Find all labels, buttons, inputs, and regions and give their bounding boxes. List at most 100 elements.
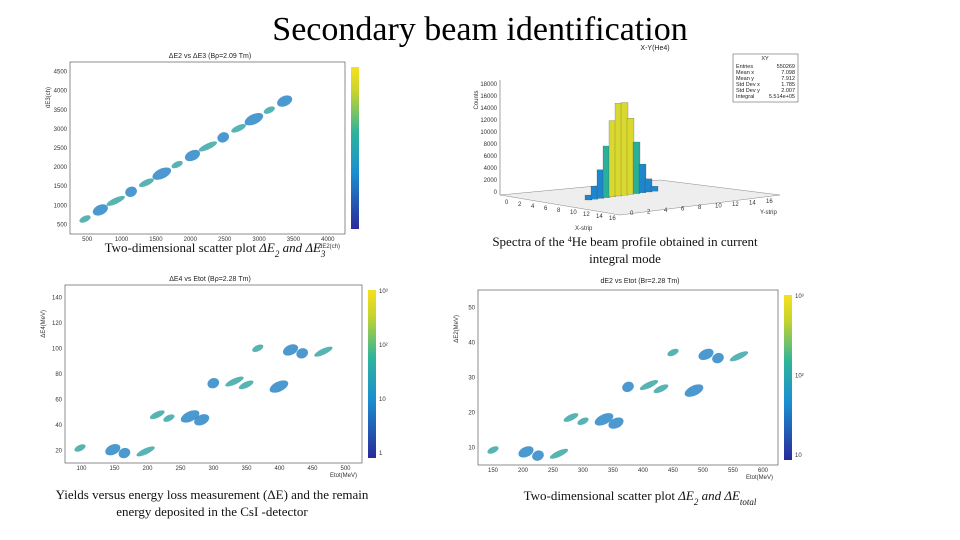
x-tick-label: 500 xyxy=(698,468,709,474)
plot-frame xyxy=(477,289,779,466)
x-tick-label: 100 xyxy=(76,466,87,472)
scatter-blob xyxy=(149,410,165,420)
x-tick-label: 2500 xyxy=(218,237,232,243)
x-axis-label: dE2(ch) xyxy=(319,244,340,250)
y-tick-label: 50 xyxy=(468,306,475,312)
y-tick-label: 3500 xyxy=(54,108,68,114)
scatter-blob xyxy=(622,381,634,393)
scatter-blob xyxy=(608,417,624,429)
lego-bar xyxy=(650,186,659,192)
stat-key: Std Dev y xyxy=(736,88,760,94)
z-tick-label: 2000 xyxy=(484,178,498,184)
x-tick-label: 2000 xyxy=(184,237,198,243)
scatter-blob xyxy=(252,344,264,352)
stat-value: 550269 xyxy=(777,64,795,70)
caption-part: Yields versus energy loss measurement (Δ… xyxy=(56,487,369,502)
lego-bar xyxy=(644,178,653,193)
z-tick-label: 8000 xyxy=(484,142,498,148)
stat-value: 7.912 xyxy=(781,76,795,82)
z-tick-label: 10 xyxy=(795,453,802,459)
x-tick-label: 300 xyxy=(208,466,219,472)
x-tick-label: 14 xyxy=(596,214,603,220)
caption: Yields versus energy loss measurement (Δ… xyxy=(56,487,369,502)
x-tick-label: 0 xyxy=(505,200,509,206)
y-tick-label: 10 xyxy=(468,446,475,452)
x-tick-label: 3500 xyxy=(287,237,301,243)
x-tick-label: 12 xyxy=(583,212,590,218)
caption: Two-dimensional scatter plot ΔE2 and ΔEt… xyxy=(524,488,757,507)
slide-title: Secondary beam identification xyxy=(272,11,687,48)
y-tick-label: 20 xyxy=(468,411,475,417)
x-tick-label: 400 xyxy=(274,466,285,472)
scatter-blob xyxy=(92,204,108,216)
x-tick-label: 550 xyxy=(728,468,739,474)
scatter-blob xyxy=(152,167,172,180)
y-tick-label: 80 xyxy=(55,372,62,378)
caption-part: integral mode xyxy=(589,251,661,266)
x-tick-label: 450 xyxy=(307,466,318,472)
z-tick-label: 14000 xyxy=(480,106,497,112)
stat-key: Integral xyxy=(736,94,754,100)
x-axis-label: X-strip xyxy=(575,226,593,232)
scatter-blob xyxy=(163,414,175,422)
y-tick-label: 16 xyxy=(766,199,773,205)
x-tick-label: 6 xyxy=(544,206,548,212)
z-tick-label: 10² xyxy=(795,374,804,380)
scatter-blob xyxy=(277,95,293,107)
caption-part: 3 xyxy=(320,249,326,259)
y-tick-label: 4500 xyxy=(54,70,68,76)
y-tick-label: 3000 xyxy=(54,127,68,133)
caption-part: 4 xyxy=(568,235,572,244)
scatter-blob xyxy=(563,413,579,422)
y-tick-label: 60 xyxy=(55,397,62,403)
z-tick-label: 10000 xyxy=(480,130,497,136)
plot-title: ΔE2 vs ΔE3 (Bρ=2.09 Tm) xyxy=(169,53,251,60)
x-tick-label: 350 xyxy=(608,468,619,474)
x-tick-label: 16 xyxy=(609,216,616,222)
caption-part: and xyxy=(698,488,724,503)
x-tick-label: 300 xyxy=(578,468,589,474)
stat-value: 7.098 xyxy=(781,70,795,76)
z-tick-label: 10 xyxy=(379,397,386,403)
x-tick-label: 4000 xyxy=(321,237,335,243)
y-tick-label: 0 xyxy=(630,211,634,217)
scatter-blob xyxy=(171,160,183,169)
scatter-blob xyxy=(518,446,534,458)
y-tick-label: 100 xyxy=(52,347,63,353)
caption-part: and xyxy=(279,240,305,255)
stats-box xyxy=(732,53,799,103)
caption-part: Two-dimensional scatter plot xyxy=(105,240,260,255)
x-tick-label: 1000 xyxy=(115,237,129,243)
y-tick-label: 4 xyxy=(664,208,668,214)
scatter-blob xyxy=(194,414,210,426)
z-tick-label: 10³ xyxy=(795,294,804,300)
z-tick-label: 10² xyxy=(379,343,388,349)
y-tick-label: 10 xyxy=(715,204,722,210)
scatter-blob xyxy=(594,413,614,426)
scatter-blob xyxy=(532,450,544,461)
scatter-blob xyxy=(577,417,589,425)
y-tick-label: 2000 xyxy=(54,165,68,171)
scatter-blob xyxy=(198,141,218,152)
y-tick-label: 6 xyxy=(681,207,685,213)
y-tick-label: 14 xyxy=(749,201,756,207)
scatter-blob xyxy=(653,384,669,394)
x-axis-label: Etot(MeV) xyxy=(330,473,357,479)
caption: integral mode xyxy=(589,251,661,266)
scatter-blob xyxy=(225,376,244,387)
scatter-blob xyxy=(105,444,121,456)
x-tick-label: 8 xyxy=(557,208,561,214)
scatter-blob xyxy=(184,149,201,162)
y-axis-label: Y-strip xyxy=(760,210,777,216)
scatter-blob xyxy=(238,380,254,390)
z-tick-label: 1 xyxy=(379,451,383,457)
caption-part: 2 xyxy=(275,249,280,259)
x-tick-label: 400 xyxy=(638,468,649,474)
stat-key: Std Dev x xyxy=(736,82,760,88)
x-axis-label: Etot(MeV) xyxy=(746,475,773,481)
y-axis-label: ΔE2(MeV) xyxy=(454,315,460,343)
y-tick-label: 40 xyxy=(55,423,62,429)
y-axis-label: dE3(ch) xyxy=(46,87,52,108)
x-tick-label: 200 xyxy=(518,468,529,474)
plot-frame xyxy=(64,284,363,464)
